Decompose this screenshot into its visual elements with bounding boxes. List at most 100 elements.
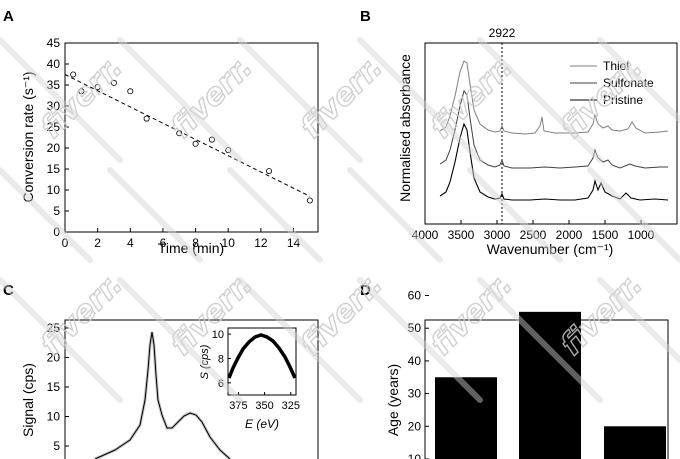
inset-y-label: S (cps): [199, 344, 211, 379]
a-data-point: [192, 140, 199, 147]
b-x-tick-label: 4000: [412, 228, 439, 242]
inset-curve: [227, 333, 297, 379]
a-y-tick-label: 10: [47, 183, 61, 197]
watermark-stripe: [237, 277, 363, 403]
a-data-point: [110, 79, 117, 86]
a-data-point: [127, 88, 134, 95]
panel-b-plot-frame: [424, 42, 678, 225]
watermark-stripe: [117, 37, 243, 163]
a-x-tick-label: 6: [160, 236, 167, 250]
a-y-tick-label: 5: [53, 204, 60, 218]
a-y-tick-label: 35: [47, 78, 61, 92]
panel-a-x-label: Time (min): [158, 240, 224, 256]
d-y-tick-label: 10: [408, 452, 422, 459]
watermark-stripe: [117, 277, 243, 403]
panel-d-y-label: Age (years): [385, 364, 401, 436]
panel-a-letter: A: [3, 8, 14, 25]
panel-c-y-label: Signal (cps): [20, 363, 36, 437]
d-y-tick-label: 50: [408, 321, 422, 335]
a-x-tick-label: 12: [254, 236, 268, 250]
inset-y-tick-label: 10: [212, 329, 224, 341]
c-y-tick-label: 15: [47, 380, 61, 394]
inset-y-tick-label: 8: [218, 353, 224, 365]
d-bar: [435, 377, 497, 459]
panel-a-points: [70, 71, 313, 204]
panel-a: A 0 2 4 6 8 10 12 14 0 5 10 15 20 25 30 35 40 45 Time (m…: [3, 8, 319, 256]
c-y-tick-label: 20: [47, 351, 61, 365]
a-x-tick-label: 4: [127, 236, 134, 250]
legend-label-sulfonate: Sulfonate: [603, 76, 654, 90]
d-bar: [519, 311, 581, 459]
panel-b-y-label: Normalised absorbance: [397, 54, 413, 202]
b-x-tick-label: 2000: [556, 228, 583, 242]
panel-a-y-ticks: 0 5 10 15 20 25 30 35 40 45: [47, 36, 69, 239]
a-y-tick-label: 40: [47, 57, 61, 71]
watermark-stripe: [597, 37, 680, 123]
series-thiol: [439, 60, 669, 135]
a-y-tick-label: 15: [47, 162, 61, 176]
panel-a-y-label: Conversion rate (s⁻¹): [20, 71, 36, 202]
watermark-stripe: [347, 167, 443, 263]
series-pristine: [439, 122, 669, 201]
panel-a-x-ticks: 0 2 4 6 8 10 12 14: [62, 228, 301, 250]
panel-a-plot-frame: [64, 42, 319, 233]
legend-label-pristine: Pristine: [603, 93, 643, 107]
panel-b-x-label: Wavenumber (cm⁻¹): [487, 241, 614, 257]
panel-b-legend: Thiol Sulfonate Pristine: [570, 59, 654, 107]
watermark-stripe: [107, 167, 203, 263]
watermark-stripe: [357, 37, 483, 163]
inset-x-tick-label: 350: [255, 400, 273, 412]
watermark-stripe: [0, 167, 93, 263]
watermark-stripe: [0, 37, 123, 163]
panel-c-signal-line: [94, 331, 231, 459]
panel-b-letter: B: [360, 8, 371, 25]
a-x-tick-label: 8: [192, 236, 199, 250]
a-x-tick-label: 0: [62, 236, 69, 250]
b-x-tick-label: 1000: [628, 228, 655, 242]
a-y-tick-label: 45: [47, 36, 61, 50]
watermark-stripe: [597, 277, 680, 363]
d-bar: [604, 426, 666, 459]
panel-c-inset: 375 350 325 6 8 10 E (eV) S (cps): [199, 327, 300, 431]
d-y-tick-label: 60: [408, 289, 422, 303]
inset-x-tick-label: 375: [229, 400, 247, 412]
a-x-tick-label: 10: [222, 236, 236, 250]
panel-c: C 5 10 15 20 25 Signal (cps) 375 350 325 6 8 10 E…: [3, 282, 319, 459]
d-y-tick-label: 20: [408, 419, 422, 433]
fiverr-watermark: fiverr.: [294, 50, 390, 146]
panel-b: B 4000 3500 3000 2500 2000 1500 1000 2922 Thio…: [360, 8, 678, 257]
inset-x-label: E (eV): [245, 417, 279, 431]
a-x-tick-label: 14: [287, 236, 301, 250]
a-x-tick-label: 2: [94, 236, 101, 250]
a-data-point: [225, 147, 232, 154]
b-x-tick-label: 1500: [592, 228, 619, 242]
inset-x-tick-label: 325: [282, 400, 300, 412]
b-x-tick-label: 3000: [484, 228, 511, 242]
a-data-point: [176, 130, 183, 137]
c-y-tick-label: 5: [53, 439, 60, 453]
panel-b-x-ticks: 4000 3500 3000 2500 2000 1500 1000: [412, 220, 655, 242]
a-data-point: [208, 136, 215, 143]
a-data-point: [306, 197, 313, 204]
inset-frame: [227, 327, 297, 396]
panel-d-y-ticks: 10 20 30 40 50 60: [408, 289, 429, 459]
watermark-stripe: [477, 277, 603, 403]
d-y-tick-label: 30: [408, 387, 422, 401]
watermark-stripe: [237, 37, 363, 163]
watermark-layer: fiverr. fiverr. fiverr. fiverr. fiverr.fiver…: [0, 37, 680, 403]
panel-a-fit-line: [64, 74, 311, 197]
fiverr-watermark: fiverr.: [424, 267, 520, 363]
panel-b-annotation-label: 2922: [489, 26, 516, 40]
watermark-stripe: [0, 277, 123, 403]
panel-d-letter: D: [360, 282, 371, 299]
panel-d-bars: [435, 311, 666, 459]
watermark-stripe: [587, 167, 680, 263]
b-x-tick-label: 2500: [520, 228, 547, 242]
a-data-point: [266, 168, 273, 175]
a-y-tick-label: 25: [47, 120, 61, 134]
watermark-stripe: [357, 277, 483, 403]
series-sulfonate: [439, 89, 668, 169]
legend-label-thiol: Thiol: [603, 59, 629, 73]
panel-c-y-ticks: 5 10 15 20 25: [47, 321, 69, 453]
